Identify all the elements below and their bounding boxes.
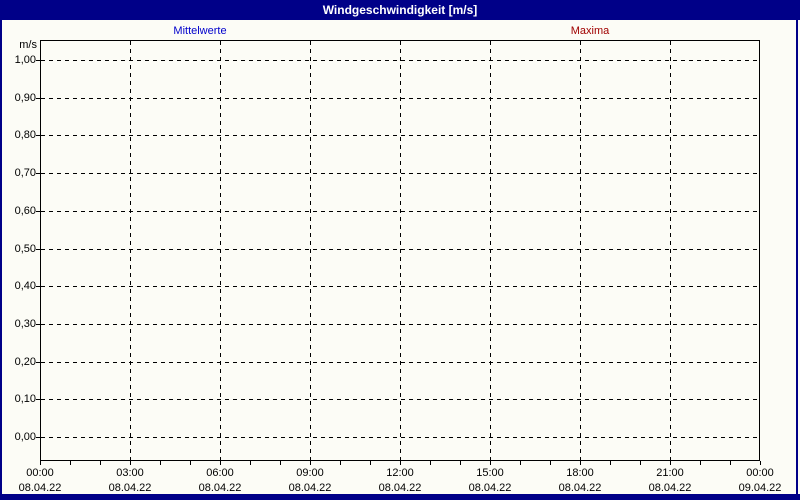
y-tick-mark xyxy=(36,286,40,288)
legend-label-mittelwerte: Mittelwerte xyxy=(173,25,227,37)
y-tick-mark xyxy=(36,437,40,438)
y-tick-label: 0,40 xyxy=(14,280,36,293)
x-tick-mark xyxy=(220,461,221,465)
y-tick-mark xyxy=(36,248,40,250)
y-tick-mark xyxy=(36,361,40,363)
y-tick-label: 0,20 xyxy=(14,355,36,368)
x-tick-mark xyxy=(460,461,461,465)
window-border-right xyxy=(796,20,798,500)
x-tick-time-label: 15:00 xyxy=(476,467,504,479)
x-tick-mark xyxy=(130,461,131,465)
chart-title: Windgeschwindigkeit [m/s] xyxy=(322,3,478,17)
y-tick-mark xyxy=(36,135,40,137)
window-border-bottom xyxy=(0,494,800,500)
x-tick-time-label: 09:00 xyxy=(296,467,324,479)
v-gridline xyxy=(130,41,131,460)
window-border-left xyxy=(0,20,2,500)
x-tick-mark xyxy=(760,461,761,465)
y-tick-label: 1,00 xyxy=(14,54,36,66)
y-tick-label: 0,90 xyxy=(14,91,36,104)
x-tick-mark xyxy=(640,461,641,465)
x-tick-mark xyxy=(520,461,521,465)
x-tick-time-label: 18:00 xyxy=(566,467,594,479)
x-tick-mark xyxy=(40,461,41,465)
x-tick-date-label: 08.04.22 xyxy=(378,482,422,494)
x-tick-date-label: 08.04.22 xyxy=(108,482,152,494)
x-tick-date-label: 08.04.22 xyxy=(468,482,512,494)
y-tick-label: 0,70 xyxy=(14,167,36,180)
x-tick-mark xyxy=(580,461,581,465)
x-tick-mark xyxy=(310,461,311,465)
v-gridline xyxy=(490,41,491,460)
x-tick-date-label: 08.04.22 xyxy=(18,482,62,494)
title-bar: Windgeschwindigkeit [m/s] xyxy=(0,0,800,20)
x-tick-mark xyxy=(490,461,491,465)
x-tick-date-label: 08.04.22 xyxy=(648,482,692,494)
x-tick-mark xyxy=(70,461,71,465)
x-tick-mark xyxy=(430,461,431,465)
x-tick-date-label: 08.04.22 xyxy=(558,482,602,494)
x-tick-mark xyxy=(160,461,161,465)
x-tick-date-label: 09.04.22 xyxy=(738,482,782,494)
y-tick-label: 0,50 xyxy=(14,242,36,255)
y-tick-mark xyxy=(36,323,40,325)
y-tick-label: 0,30 xyxy=(14,317,36,330)
v-gridline xyxy=(310,41,311,460)
x-tick-time-label: 12:00 xyxy=(386,467,414,479)
v-gridline xyxy=(400,41,401,460)
x-tick-date-label: 08.04.22 xyxy=(198,482,242,494)
y-tick-mark xyxy=(36,210,40,212)
v-gridline xyxy=(580,41,581,460)
x-tick-mark xyxy=(280,461,281,465)
y-tick-mark xyxy=(36,60,40,61)
y-tick-mark xyxy=(36,97,40,99)
x-tick-mark xyxy=(100,461,101,465)
x-tick-mark xyxy=(250,461,251,465)
y-tick-mark xyxy=(36,399,40,401)
y-tick-mark xyxy=(36,173,40,175)
x-tick-mark xyxy=(700,461,701,465)
x-tick-mark xyxy=(340,461,341,465)
y-tick-label: 0,00 xyxy=(14,431,36,443)
x-tick-time-label: 06:00 xyxy=(206,467,234,479)
x-tick-date-label: 08.04.22 xyxy=(288,482,332,494)
y-axis-unit-label: m/s xyxy=(19,39,37,51)
x-tick-time-label: 00:00 xyxy=(26,467,54,479)
x-tick-time-label: 03:00 xyxy=(116,467,144,479)
x-tick-mark xyxy=(190,461,191,465)
y-tick-label: 0,80 xyxy=(14,129,36,142)
y-tick-label: 0,60 xyxy=(14,204,36,217)
x-tick-mark xyxy=(370,461,371,465)
plot-area xyxy=(40,40,760,461)
x-tick-mark xyxy=(730,461,731,465)
v-gridline xyxy=(220,41,221,460)
legend-label-maxima: Maxima xyxy=(570,25,610,37)
x-tick-time-label: 21:00 xyxy=(656,467,684,479)
x-tick-mark xyxy=(670,461,671,465)
x-tick-mark xyxy=(400,461,401,465)
x-tick-time-label: 00:00 xyxy=(746,467,774,479)
x-tick-mark xyxy=(610,461,611,465)
x-tick-mark xyxy=(550,461,551,465)
y-tick-label: 0,10 xyxy=(14,393,36,406)
v-gridline xyxy=(670,41,671,460)
